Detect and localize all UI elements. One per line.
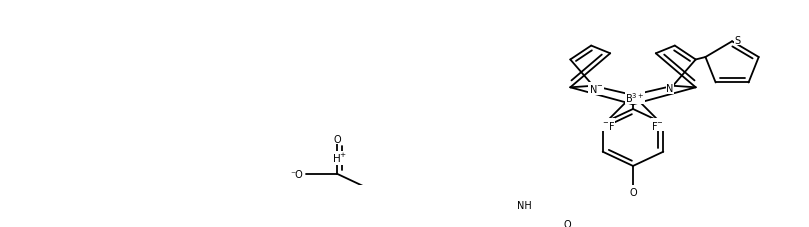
Text: N$^{-}$: N$^{-}$ xyxy=(589,83,604,95)
Text: O: O xyxy=(629,187,637,197)
Text: N: N xyxy=(667,84,674,94)
Text: ⁻O: ⁻O xyxy=(290,169,303,179)
Text: NH: NH xyxy=(516,200,532,210)
Text: F$^{-}$: F$^{-}$ xyxy=(651,119,664,131)
Text: B$^{3+}$: B$^{3+}$ xyxy=(625,90,645,104)
Text: $^{-}$F: $^{-}$F xyxy=(602,119,615,131)
Text: S: S xyxy=(734,35,740,45)
Text: O: O xyxy=(563,219,571,227)
Text: H$^{+}$: H$^{+}$ xyxy=(332,151,348,165)
Text: O: O xyxy=(333,134,341,144)
